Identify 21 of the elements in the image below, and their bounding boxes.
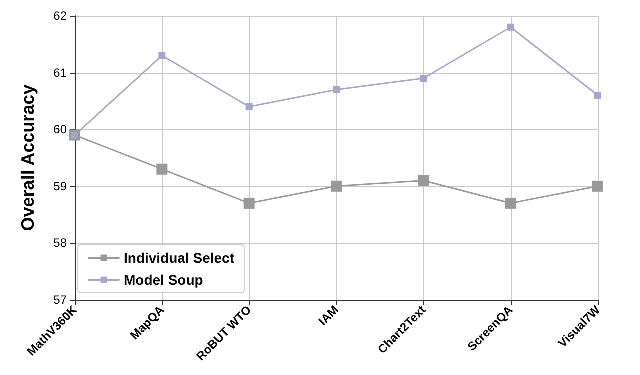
- point: [156, 164, 168, 175]
- point: [594, 92, 602, 100]
- point: [420, 74, 428, 82]
- legend-label: Individual Select: [124, 250, 235, 266]
- point: [158, 52, 166, 60]
- point: [507, 24, 514, 31]
- point: [592, 180, 604, 192]
- y-axis-title: Overall Accuracy: [18, 84, 38, 232]
- y-tick-label: 58: [54, 236, 68, 250]
- point: [418, 175, 430, 186]
- y-tick-label: 61: [54, 66, 68, 80]
- point: [331, 180, 342, 192]
- point: [246, 103, 253, 110]
- y-tick-label: 62: [54, 9, 68, 23]
- point: [505, 198, 516, 209]
- y-tick-label: 59: [54, 179, 68, 194]
- point: [333, 86, 340, 94]
- point: [244, 198, 255, 209]
- legend-label: Model Soup: [124, 272, 204, 288]
- y-tick-label: 60: [54, 122, 68, 137]
- y-tick-label: 57: [54, 293, 68, 307]
